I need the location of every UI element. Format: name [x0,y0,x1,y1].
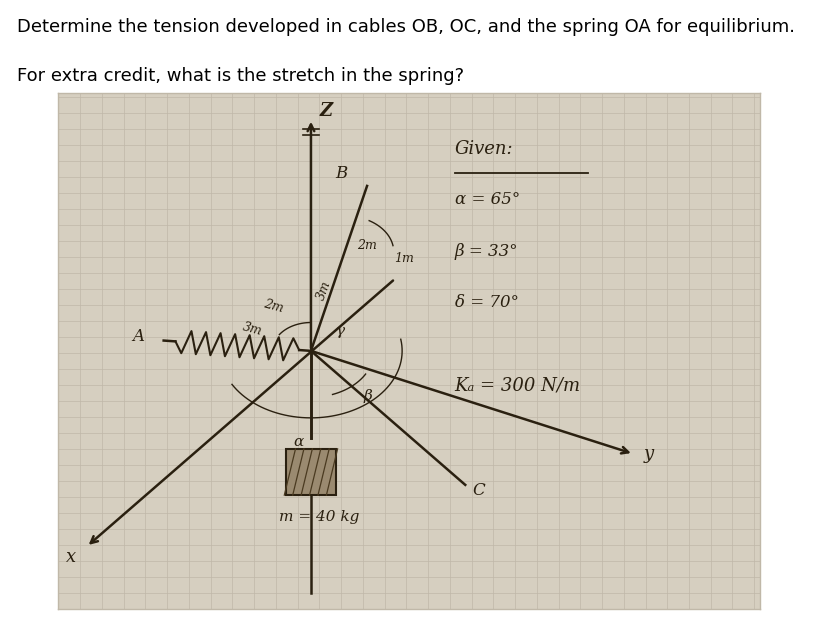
Text: β: β [363,389,372,403]
Text: Kₐ = 300 N/m: Kₐ = 300 N/m [455,376,581,394]
Text: Determine the tension developed in cables OB, OC, and the spring OA for equilibr: Determine the tension developed in cable… [17,19,795,36]
Text: Z: Z [319,102,332,120]
Text: β = 33°: β = 33° [455,243,519,260]
Text: 3m: 3m [315,279,333,302]
Text: γ: γ [336,324,345,338]
Text: α: α [293,435,304,449]
Text: B: B [336,165,347,182]
Text: A: A [132,327,144,345]
Text: δ = 70°: δ = 70° [455,294,519,311]
Text: 1m: 1m [394,252,413,265]
Text: C: C [473,482,485,499]
Text: y: y [644,445,655,463]
Text: m = 40 kg: m = 40 kg [280,510,360,524]
Bar [286,449,336,495]
Text: 2m: 2m [262,297,285,315]
Text: α = 65°: α = 65° [455,191,520,208]
Text: Given:: Given: [455,140,514,158]
Text: 2m: 2m [357,239,377,252]
Text: For extra credit, what is the stretch in the spring?: For extra credit, what is the stretch in… [17,67,463,84]
Text: 3m: 3m [240,320,263,338]
Text: x: x [65,548,76,566]
